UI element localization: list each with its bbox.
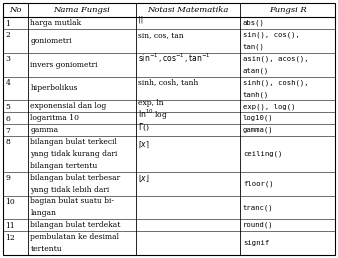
Text: floor(): floor() xyxy=(243,180,273,187)
Text: 2: 2 xyxy=(5,31,10,39)
Text: yang tidak lebih dari: yang tidak lebih dari xyxy=(30,186,110,194)
Text: $\mathrm{ln}^{10}$ log: $\mathrm{ln}^{10}$ log xyxy=(138,108,168,122)
Text: tanh(): tanh() xyxy=(243,91,269,98)
Text: sin(), cos(),: sin(), cos(), xyxy=(243,31,300,38)
Text: 6: 6 xyxy=(5,115,10,123)
Text: bilangan tertentu: bilangan tertentu xyxy=(30,162,98,170)
Text: bilangan bulat terdekat: bilangan bulat terdekat xyxy=(30,221,121,229)
Text: exp(), log(): exp(), log() xyxy=(243,103,295,109)
Text: tranc(): tranc() xyxy=(243,204,273,211)
Text: gamma: gamma xyxy=(30,126,58,134)
Text: pembulatan ke desimal: pembulatan ke desimal xyxy=(30,233,119,241)
Text: round(): round() xyxy=(243,222,273,229)
Text: 7: 7 xyxy=(5,127,10,135)
Text: sin, cos, tan: sin, cos, tan xyxy=(138,31,184,39)
Text: harga mutlak: harga mutlak xyxy=(30,19,81,27)
Text: $\lfloor x \rfloor$: $\lfloor x \rfloor$ xyxy=(138,172,150,184)
Text: 5: 5 xyxy=(5,103,10,111)
Text: sinh(), cosh(),: sinh(), cosh(), xyxy=(243,79,309,86)
Text: gamma(): gamma() xyxy=(243,127,273,133)
Text: invers goniometri: invers goniometri xyxy=(30,61,98,69)
Text: abs(): abs() xyxy=(243,20,265,26)
Text: atan(): atan() xyxy=(243,67,269,74)
Text: 10: 10 xyxy=(5,198,15,206)
Text: exp, ln: exp, ln xyxy=(138,99,164,107)
Text: yang tidak kurang dari: yang tidak kurang dari xyxy=(30,150,118,158)
Text: $\Gamma$(): $\Gamma$() xyxy=(138,122,150,133)
Text: langan: langan xyxy=(30,209,56,217)
Text: No: No xyxy=(9,6,22,14)
Text: Fungsi R: Fungsi R xyxy=(269,6,307,14)
Text: tertentu: tertentu xyxy=(30,245,62,253)
Text: 9: 9 xyxy=(5,174,10,182)
Text: logaritma 10: logaritma 10 xyxy=(30,114,79,122)
Text: 1: 1 xyxy=(5,20,10,28)
Text: 11: 11 xyxy=(5,222,15,230)
Text: $\sin^{-1},\cos^{-1},\tan^{-1}$: $\sin^{-1},\cos^{-1},\tan^{-1}$ xyxy=(138,52,211,65)
Text: bilangan bulat terbesar: bilangan bulat terbesar xyxy=(30,174,121,182)
Text: 3: 3 xyxy=(5,55,10,63)
Text: bagian bulat suatu bi-: bagian bulat suatu bi- xyxy=(30,197,114,205)
Text: $\lceil x \rceil$: $\lceil x \rceil$ xyxy=(138,140,150,150)
Text: Nama Fungsi: Nama Fungsi xyxy=(53,6,110,14)
Text: log10(): log10() xyxy=(243,115,273,122)
Text: exponensial dan log: exponensial dan log xyxy=(30,102,107,110)
Text: bilangan bulat terkecil: bilangan bulat terkecil xyxy=(30,138,117,146)
Text: signif: signif xyxy=(243,240,269,246)
Text: tan(): tan() xyxy=(243,44,265,50)
Text: goniometri: goniometri xyxy=(30,37,72,45)
Text: 8: 8 xyxy=(5,139,10,147)
Text: asin(), acos(),: asin(), acos(), xyxy=(243,55,309,62)
Text: sinh, cosh, tanh: sinh, cosh, tanh xyxy=(138,78,199,86)
Text: 12: 12 xyxy=(5,234,15,242)
Text: ceiling(): ceiling() xyxy=(243,151,282,157)
Text: Notasi Matematika: Notasi Matematika xyxy=(147,6,229,14)
Text: 4: 4 xyxy=(5,79,10,87)
Text: hiperbolikus: hiperbolikus xyxy=(30,84,78,92)
Text: ||: || xyxy=(138,16,144,24)
